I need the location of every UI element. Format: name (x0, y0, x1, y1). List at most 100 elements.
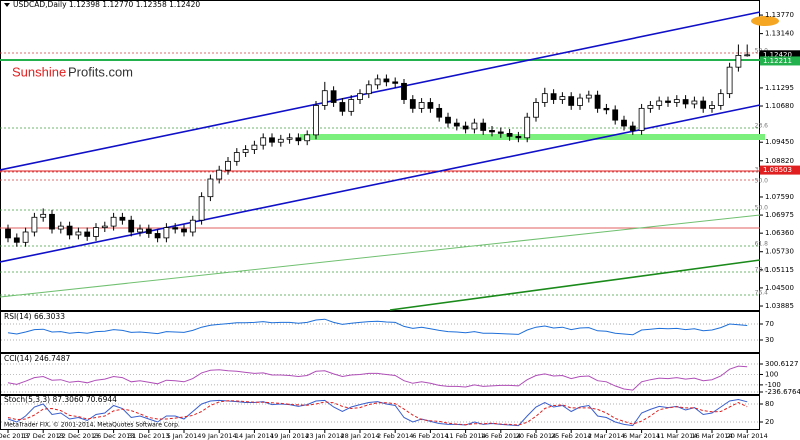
x-tick-label: 17 Dec 2013 (22, 432, 64, 440)
candle-body (735, 54, 742, 68)
y-tick-label: -236.6764 (765, 388, 800, 396)
candle-body (577, 97, 583, 106)
x-tick-label: 14 Jan 2014 (235, 432, 274, 440)
candle-body (339, 102, 346, 112)
x-tick-label: 6 Mar 2014 (623, 432, 660, 440)
y-tick-label: 1.09450 (765, 138, 794, 146)
candle-body (207, 178, 214, 198)
y-tick-label: 80 (765, 400, 774, 408)
candle-body (515, 135, 522, 139)
candle-body (489, 130, 495, 133)
candle-body (717, 93, 724, 106)
y-tick-label: 70 (765, 320, 774, 328)
candle-body (304, 134, 311, 142)
candle-body (163, 227, 170, 239)
candle-body (665, 100, 671, 103)
y-tick-label: -100 (765, 381, 781, 389)
candle-body (392, 81, 399, 84)
indicator-line (7, 318, 748, 336)
fib-label: 61.8 (755, 241, 769, 248)
candle-body (594, 94, 601, 109)
x-tick-label: 2 Mar 2014 (588, 432, 625, 440)
candle-body (313, 105, 319, 136)
y-tick-label: 1.06975 (765, 211, 794, 219)
candle-body (348, 99, 355, 112)
x-tick-label: 2 Feb 2014 (377, 432, 413, 440)
candle-body (629, 125, 636, 131)
x-tick-label: 23 Jan 2014 (305, 432, 344, 440)
x-tick-label: 16 Feb 2014 (481, 432, 521, 440)
support-zone (300, 134, 765, 140)
y-tick-label: 1.13770 (765, 11, 794, 19)
candle-body (559, 96, 566, 100)
candle-body (269, 137, 275, 143)
candle-body (84, 231, 91, 237)
candle-body (506, 132, 513, 137)
price-marker (760, 50, 800, 60)
candle-body (621, 119, 627, 127)
candle-body (22, 231, 29, 243)
y-tick-label: 1.10680 (765, 102, 794, 110)
y-tick-label: 1.08820 (765, 157, 794, 165)
rsi-panel (0, 311, 760, 353)
candle-body (541, 93, 548, 103)
candle-body (233, 152, 240, 162)
watermark: Profits.com (68, 64, 133, 79)
candle-body (550, 93, 557, 100)
y-tick-label: 30 (765, 336, 774, 344)
candle-body (612, 109, 619, 121)
candle-body (225, 160, 231, 171)
candle-body (365, 84, 372, 95)
price-marker (760, 165, 800, 175)
candle-body (216, 169, 223, 180)
stoch-title: Stoch(5,3,3) 87.3060 70.6944 (4, 395, 117, 404)
x-tick-label: 31 Dec 2013 (128, 432, 170, 440)
candle-body (154, 233, 161, 239)
candle-body (31, 216, 38, 233)
x-tick-label: 12 Dec 2013 (0, 432, 29, 440)
candle-body (13, 237, 20, 243)
x-tick-label: 16 Mar 2014 (691, 432, 732, 440)
x-tick-label: 19 Jan 2014 (270, 432, 309, 440)
candle-body (383, 78, 390, 83)
rsi-title: RSI(14) 66.3033 (4, 312, 65, 321)
cci-title: CCI(14) 246.7487 (4, 354, 70, 363)
y-tick-label: 1.13140 (765, 30, 794, 38)
price-marker-label: 1.12211 (763, 57, 792, 65)
y-tick-label: 1.11295 (765, 84, 794, 92)
y-tick-label: 1.06360 (765, 229, 794, 237)
candle-body (533, 102, 539, 118)
target-zone (751, 16, 779, 26)
menu-arrow (4, 3, 10, 7)
candle-body (198, 196, 205, 221)
y-tick-label: 1.03885 (765, 302, 794, 310)
fib-label: 76.4 (755, 290, 769, 297)
candle-body (57, 225, 64, 230)
candle-body (497, 131, 504, 134)
candle-body (251, 144, 258, 150)
watermark: Sunshine (12, 64, 66, 79)
price-marker (760, 56, 800, 66)
y-tick-label: 20 (765, 418, 774, 426)
candle-body (242, 149, 249, 153)
candle-body (357, 93, 363, 100)
candle-body (700, 100, 707, 109)
candle-body (401, 82, 407, 100)
x-tick-label: 28 Jan 2014 (341, 432, 380, 440)
candle-body (286, 137, 293, 140)
x-tick-label: 11 Mar 2014 (656, 432, 697, 440)
candle-body (453, 122, 460, 127)
y-tick-label: 100 (765, 370, 778, 378)
candle-body (744, 54, 751, 57)
x-tick-label: 6 Feb 2014 (412, 432, 448, 440)
y-tick-label: 300.6127 (765, 360, 798, 368)
x-tick-label: 26 Dec 2013 (93, 432, 135, 440)
candle-body (682, 99, 689, 105)
candle-body (5, 228, 11, 239)
candle-body (691, 100, 698, 105)
candle-body (330, 90, 337, 103)
x-tick-label: 25 Feb 2014 (551, 432, 591, 440)
candle-body (726, 66, 733, 95)
